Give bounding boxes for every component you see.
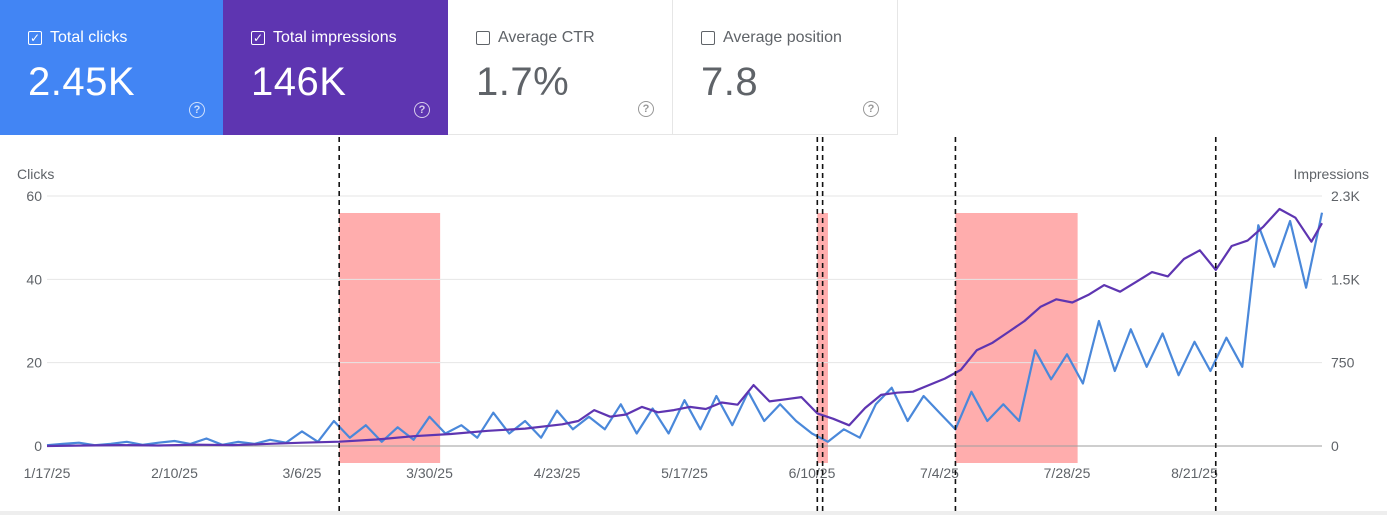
metric-value: 7.8: [701, 60, 759, 104]
y-left-tick-label: 0: [34, 438, 42, 454]
help-icon[interactable]: ?: [414, 102, 430, 118]
y-left-tick-label: 20: [26, 355, 42, 371]
shaded-range-2: [955, 213, 1078, 463]
y-left-axis-title: Clicks: [17, 166, 54, 182]
y-right-tick-label: 0: [1331, 438, 1339, 454]
x-tick-label: 2/10/25: [151, 465, 198, 481]
series-line-clicks: [46, 212, 1324, 447]
checkbox-checked-icon[interactable]: ✓: [251, 31, 265, 45]
series-line-impressions: [46, 207, 1323, 448]
x-tick-label: 5/17/25: [661, 465, 708, 481]
metric-label: Total clicks: [50, 29, 128, 46]
checkbox-unchecked-icon[interactable]: [701, 31, 715, 45]
checkbox-unchecked-icon[interactable]: [476, 31, 490, 45]
checkbox-checked-icon[interactable]: ✓: [28, 31, 42, 45]
y-right-tick-label: 750: [1331, 355, 1355, 371]
metric-cards: ✓ Total clicks 2.45K ? ✓ Total impressio…: [0, 0, 898, 135]
y-right-tick-label: 1.5K: [1331, 271, 1360, 287]
x-tick-label: 7/28/25: [1044, 465, 1091, 481]
metric-label: Total impressions: [273, 29, 397, 46]
metric-label: Average position: [723, 29, 842, 46]
help-icon[interactable]: ?: [189, 102, 205, 118]
y-right-tick-label: 2.3K: [1331, 188, 1360, 204]
metric-card-total-clicks[interactable]: ✓ Total clicks 2.45K ?: [0, 0, 223, 135]
help-icon[interactable]: ?: [863, 101, 879, 117]
x-tick-label: 4/23/25: [534, 465, 581, 481]
x-tick-label: 7/4/25: [920, 465, 959, 481]
x-tick-label: 1/17/25: [24, 465, 71, 481]
metric-card-average-position[interactable]: Average position 7.8 ?: [673, 0, 898, 135]
x-tick-label: 3/6/25: [283, 465, 322, 481]
x-tick-label: 8/21/25: [1171, 465, 1218, 481]
help-icon[interactable]: ?: [638, 101, 654, 117]
metric-card-header: Average position: [701, 28, 897, 48]
y-right-axis-title: Impressions: [1294, 166, 1369, 182]
bottom-border: [0, 511, 1387, 515]
x-tick-label: 3/30/25: [406, 465, 453, 481]
y-left-tick-label: 60: [26, 188, 42, 204]
metric-card-header: ✓ Total clicks: [28, 28, 223, 48]
metric-card-average-ctr[interactable]: Average CTR 1.7% ?: [448, 0, 673, 135]
metric-value: 2.45K: [28, 60, 136, 104]
metric-value: 146K: [251, 60, 347, 104]
shaded-range-0: [339, 213, 441, 463]
y-left-tick-label: 40: [26, 271, 42, 287]
metric-value: 1.7%: [476, 60, 570, 104]
x-tick-label: 6/10/25: [789, 465, 836, 481]
metric-card-header: Average CTR: [476, 28, 672, 48]
metric-card-total-impressions[interactable]: ✓ Total impressions 146K ?: [223, 0, 448, 135]
metric-card-header: ✓ Total impressions: [251, 28, 448, 48]
metric-label: Average CTR: [498, 29, 595, 46]
